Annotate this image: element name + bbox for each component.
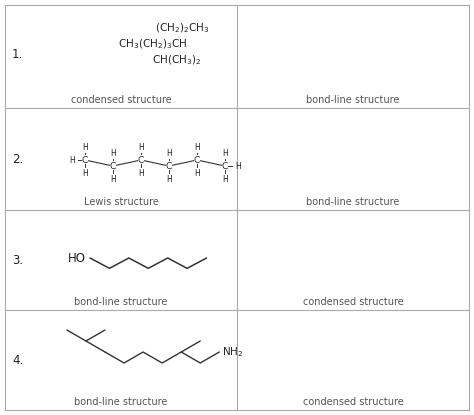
Text: Lewis structure: Lewis structure: [83, 197, 158, 207]
Text: condensed structure: condensed structure: [71, 95, 172, 105]
Text: C: C: [222, 161, 228, 171]
Text: HO: HO: [68, 251, 86, 264]
Text: 2.: 2.: [12, 152, 23, 166]
Text: H: H: [138, 168, 144, 178]
Text: 4.: 4.: [12, 354, 23, 366]
Text: H: H: [110, 149, 116, 158]
Text: NH$_2$: NH$_2$: [222, 345, 244, 359]
Text: H: H: [82, 168, 88, 178]
Text: H: H: [69, 156, 75, 164]
Text: H: H: [82, 142, 88, 151]
Text: bond-line structure: bond-line structure: [74, 397, 168, 407]
Text: C: C: [194, 156, 200, 164]
Text: condensed structure: condensed structure: [302, 297, 403, 307]
Text: 1.: 1.: [12, 47, 23, 61]
Text: bond-line structure: bond-line structure: [74, 297, 168, 307]
Text: CH(CH$_3$)$_2$: CH(CH$_3$)$_2$: [152, 53, 201, 67]
Text: H: H: [138, 142, 144, 151]
Text: C: C: [110, 161, 116, 171]
Text: bond-line structure: bond-line structure: [306, 197, 400, 207]
Text: condensed structure: condensed structure: [302, 397, 403, 407]
Text: C: C: [138, 156, 144, 164]
Text: H: H: [222, 174, 228, 183]
Text: H: H: [110, 174, 116, 183]
Text: H: H: [222, 149, 228, 158]
Text: CH$_3$(CH$_2$)$_3$CH: CH$_3$(CH$_2$)$_3$CH: [118, 37, 187, 51]
Text: C: C: [166, 161, 172, 171]
Text: H: H: [194, 168, 200, 178]
Text: (CH$_2$)$_2$CH$_3$: (CH$_2$)$_2$CH$_3$: [155, 21, 210, 35]
Text: H: H: [166, 174, 172, 183]
Text: H: H: [166, 149, 172, 158]
Text: 3.: 3.: [12, 254, 23, 266]
Text: bond-line structure: bond-line structure: [306, 95, 400, 105]
Text: H: H: [194, 142, 200, 151]
Text: H: H: [235, 161, 241, 171]
Text: C: C: [82, 156, 88, 164]
